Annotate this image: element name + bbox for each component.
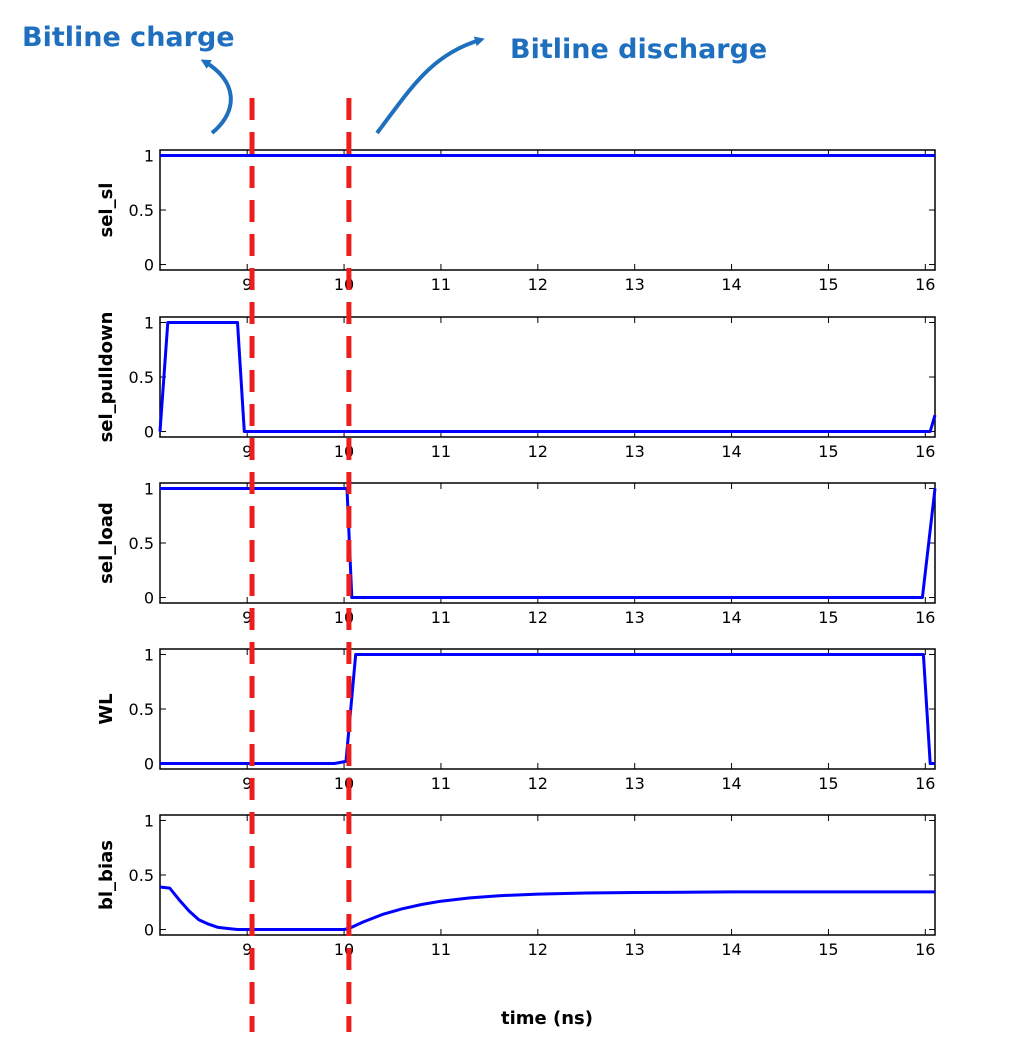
x-tick-label: 15 bbox=[818, 774, 838, 793]
x-tick-label: 13 bbox=[625, 940, 645, 959]
x-tick-label: 12 bbox=[528, 275, 548, 294]
x-tick-label: 11 bbox=[431, 442, 451, 461]
bitline-discharge-label: Bitline discharge bbox=[510, 34, 767, 65]
x-tick-label: 13 bbox=[625, 774, 645, 793]
plot-frame bbox=[159, 482, 936, 604]
y-tick-label: 0.5 bbox=[129, 534, 154, 553]
plot-frame bbox=[159, 648, 936, 770]
x-tick-label: 9 bbox=[242, 608, 252, 627]
x-tick-label: 16 bbox=[915, 608, 935, 627]
y-tick-label: 0.5 bbox=[129, 866, 154, 885]
x-tick-label: 11 bbox=[431, 774, 451, 793]
y-tick-label: 0 bbox=[144, 755, 154, 774]
x-tick-label: 16 bbox=[915, 774, 935, 793]
x-tick-label: 14 bbox=[721, 774, 741, 793]
y-tick-label: 1 bbox=[144, 811, 154, 830]
x-tick-label: 11 bbox=[431, 940, 451, 959]
phase-markers bbox=[249, 98, 352, 1032]
charge-arrow bbox=[200, 59, 233, 135]
x-tick-label: 9 bbox=[242, 442, 252, 461]
plot-frame bbox=[159, 814, 936, 936]
y-axis-label: sel_sl bbox=[96, 183, 117, 238]
y-tick-label: 0.5 bbox=[129, 368, 154, 387]
discharge-arrow bbox=[375, 36, 485, 135]
y-axis-label: sel_load bbox=[96, 502, 117, 584]
bitline-charge-label: Bitline charge bbox=[22, 22, 235, 53]
y-tick-label: 0 bbox=[144, 589, 154, 608]
x-axis-label: time (ns) bbox=[501, 1008, 593, 1029]
x-tick-label: 9 bbox=[242, 275, 252, 294]
x-tick-label: 16 bbox=[915, 442, 935, 461]
y-tick-label: 0 bbox=[144, 256, 154, 275]
signal-trace bbox=[160, 653, 935, 765]
signal-trace bbox=[159, 885, 935, 931]
x-tick-label: 11 bbox=[431, 275, 451, 294]
x-tick-label: 16 bbox=[915, 940, 935, 959]
x-tick-label: 14 bbox=[721, 940, 741, 959]
x-tick-label: 14 bbox=[721, 275, 741, 294]
x-tick-label: 14 bbox=[721, 608, 741, 627]
y-tick-label: 0 bbox=[144, 423, 154, 442]
x-tick-label: 12 bbox=[528, 442, 548, 461]
signal-trace bbox=[160, 487, 937, 599]
x-tick-label: 12 bbox=[528, 940, 548, 959]
x-tick-label: 15 bbox=[818, 608, 838, 627]
x-tick-label: 15 bbox=[818, 442, 838, 461]
y-tick-label: 0 bbox=[144, 921, 154, 940]
y-axis-label: WL bbox=[96, 693, 117, 724]
x-tick-label: 9 bbox=[242, 774, 252, 793]
x-tick-label: 15 bbox=[818, 275, 838, 294]
x-tick-label: 12 bbox=[528, 774, 548, 793]
x-tick-label: 11 bbox=[431, 608, 451, 627]
signal-trace bbox=[158, 321, 937, 433]
x-tick-label: 13 bbox=[625, 275, 645, 294]
y-tick-label: 0.5 bbox=[129, 700, 154, 719]
y-axis-label: sel_pulldown bbox=[96, 312, 117, 443]
x-tick-label: 15 bbox=[818, 940, 838, 959]
y-tick-label: 1 bbox=[144, 146, 154, 165]
plot-frame bbox=[159, 149, 936, 271]
y-tick-label: 1 bbox=[144, 479, 154, 498]
y-tick-label: 1 bbox=[144, 645, 154, 664]
x-tick-label: 12 bbox=[528, 608, 548, 627]
x-tick-label: 13 bbox=[625, 442, 645, 461]
plot-frame bbox=[159, 316, 936, 438]
y-tick-label: 1 bbox=[144, 313, 154, 332]
x-tick-label: 14 bbox=[721, 442, 741, 461]
x-tick-label: 16 bbox=[915, 275, 935, 294]
y-tick-label: 0.5 bbox=[129, 201, 154, 220]
x-tick-label: 9 bbox=[242, 940, 252, 959]
x-tick-label: 13 bbox=[625, 608, 645, 627]
y-axis-label: bl_bias bbox=[96, 840, 117, 910]
